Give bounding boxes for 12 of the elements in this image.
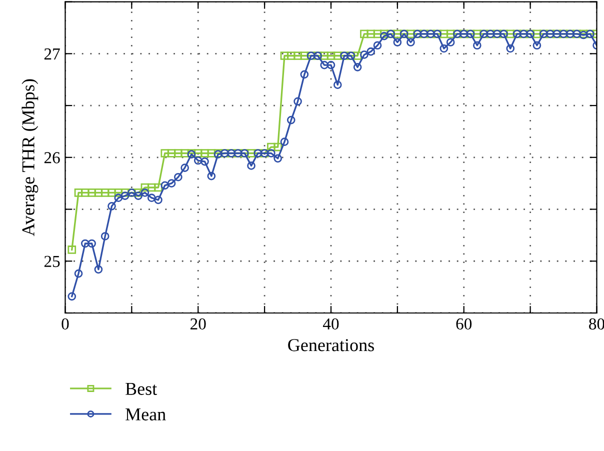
x-tick-label: 60 xyxy=(456,318,472,330)
y-tick-label: 26 xyxy=(44,152,60,164)
x-tick-label: 40 xyxy=(322,318,339,330)
y-tick-label: 27 xyxy=(44,48,60,60)
x-tick-label: 80 xyxy=(589,318,604,330)
y-axis-title: Average THR (Mbps) xyxy=(22,79,38,236)
y-tick-label: 25 xyxy=(44,256,60,268)
x-tick-label: 0 xyxy=(62,318,69,330)
x-tick-label: 20 xyxy=(190,318,206,330)
legend-label: Mean xyxy=(126,408,166,420)
x-axis-title: Generations xyxy=(288,339,374,352)
legend-label: Best xyxy=(126,382,158,395)
